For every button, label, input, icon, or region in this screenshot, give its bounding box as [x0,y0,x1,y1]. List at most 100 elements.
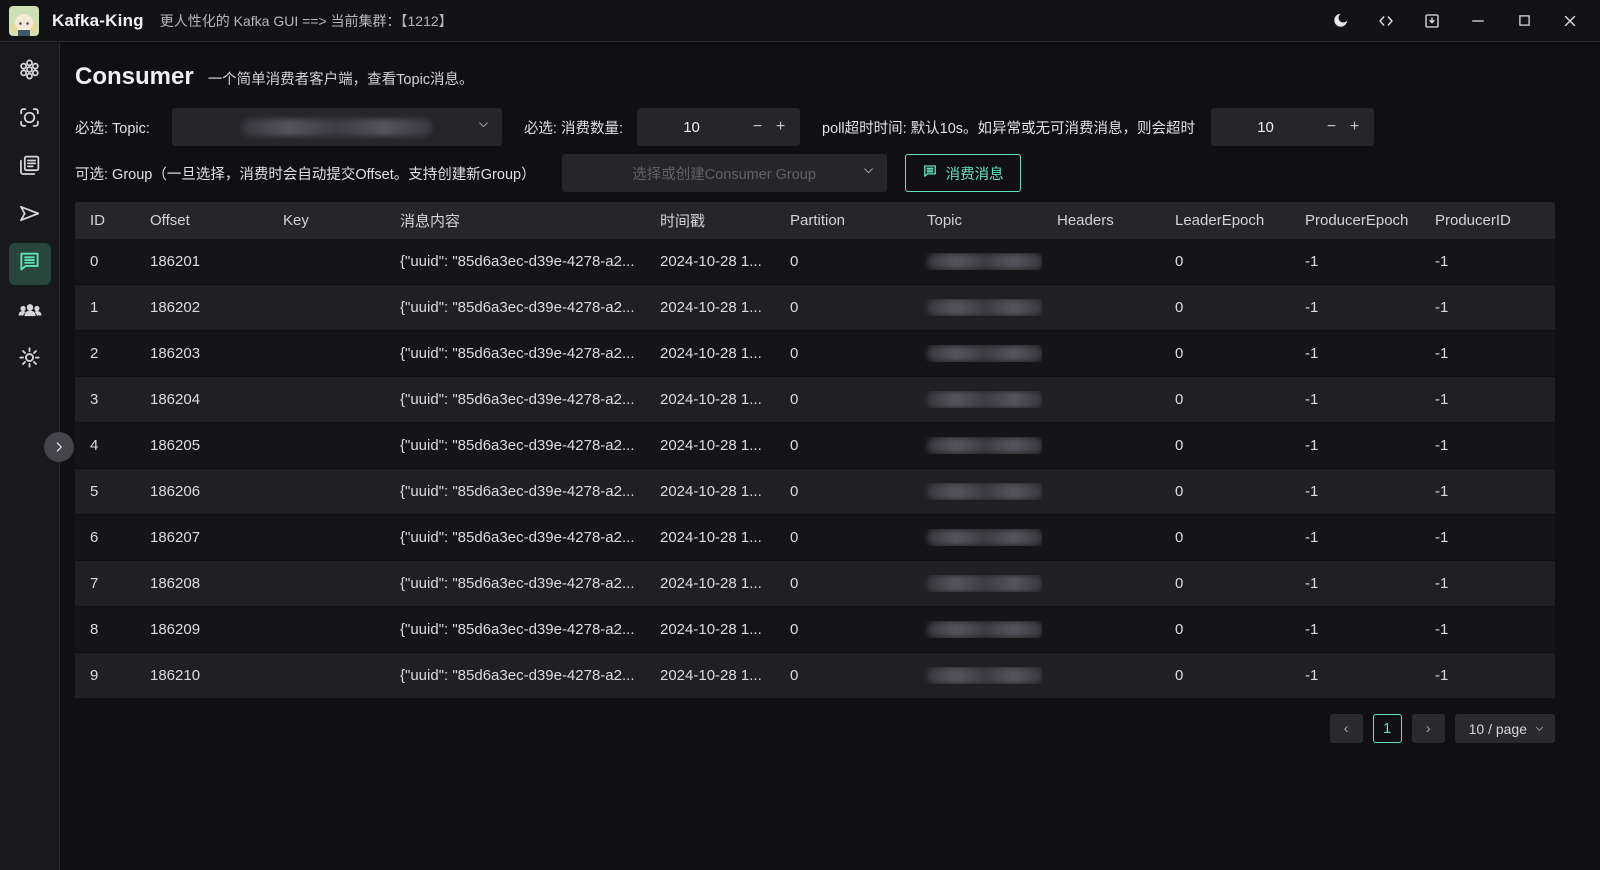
install-download-icon[interactable] [1416,6,1448,36]
cell-offset: 186208 [150,575,201,592]
table-row[interactable]: 1 186202 {"uuid": "85d6a3ec-d39e-4278-a2… [75,285,1555,331]
titlebar-subtitle: 更人性化的 Kafka GUI ==> 当前集群：【1212】 [159,12,453,29]
cell-offset: 186205 [150,437,201,454]
cell-message: {"uuid": "85d6a3ec-d39e-4278-a2... [400,253,635,270]
next-page-button[interactable]: › [1411,714,1445,743]
redacted-topic-value [927,299,1042,316]
plus-button[interactable]: + [775,118,786,135]
sidebar-item-topics[interactable] [9,147,51,189]
col-producer-epoch: ProducerEpoch [1305,212,1409,229]
cell-message: {"uuid": "85d6a3ec-d39e-4278-a2... [400,345,635,362]
cell-timestamp: 2024-10-28 1... [660,621,762,638]
cell-producer-epoch: -1 [1305,483,1319,500]
quantity-value[interactable]: 10 [683,118,700,136]
redacted-topic-value [241,118,432,136]
page-size-select[interactable]: 10 / page [1454,714,1555,743]
cell-partition: 0 [790,529,799,546]
consumer-form-row-1: 必选: Topic: 必选: 消费数量: 10 − + poll超时时间: 默认… [75,108,1600,146]
cell-id: 9 [90,667,99,684]
group-placeholder: 选择或创建Consumer Group [632,166,816,183]
hive-icon [17,57,42,87]
cell-offset: 186203 [150,345,201,362]
topic-select[interactable] [171,108,502,146]
sidebar-expand-button[interactable] [44,432,74,462]
table-row[interactable]: 5 186206 {"uuid": "85d6a3ec-d39e-4278-a2… [75,469,1555,515]
cell-message: {"uuid": "85d6a3ec-d39e-4278-a2... [400,529,635,546]
cell-leader-epoch: 0 [1175,253,1184,270]
cell-offset: 186201 [150,253,201,270]
sidebar-item-producer[interactable] [9,195,51,237]
col-producer-id: ProducerID [1435,212,1511,229]
code-icon[interactable] [1370,6,1402,36]
poll-timeout-value[interactable]: 10 [1257,118,1274,136]
redacted-topic-value [927,667,1042,684]
scan-icon [17,105,42,135]
sidebar-item-cluster[interactable] [9,51,51,93]
redacted-topic-value [927,345,1042,362]
cell-id: 7 [90,575,99,592]
cell-message: {"uuid": "85d6a3ec-d39e-4278-a2... [400,437,635,454]
table-header-row: ID Offset Key 消息内容 时间戳 Partition Topic H… [75,202,1555,239]
cell-id: 2 [90,345,99,362]
close-icon[interactable] [1554,6,1586,36]
chevron-down-icon [862,164,875,182]
maximize-icon[interactable] [1508,6,1540,36]
cell-producer-epoch: -1 [1305,345,1319,362]
col-key: Key [283,212,309,229]
page-size-value: 10 / page [1468,720,1527,737]
current-page[interactable]: 1 [1372,714,1402,743]
cell-partition: 0 [790,667,799,684]
table-row[interactable]: 2 186203 {"uuid": "85d6a3ec-d39e-4278-a2… [75,331,1555,377]
consumer-group-select[interactable]: 选择或创建Consumer Group [561,154,887,192]
cell-producer-epoch: -1 [1305,253,1319,270]
cell-offset: 186202 [150,299,201,316]
table-row[interactable]: 4 186205 {"uuid": "85d6a3ec-d39e-4278-a2… [75,423,1555,469]
cell-topic: ... [912,483,1042,500]
cell-message: {"uuid": "85d6a3ec-d39e-4278-a2... [400,667,635,684]
poll-timeout-stepper[interactable]: 10 − + [1211,108,1375,146]
minus-button[interactable]: − [1326,118,1337,135]
people-icon [17,297,43,328]
chevron-down-icon [477,118,490,136]
cell-leader-epoch: 0 [1175,575,1184,592]
sidebar-item-monitor[interactable] [9,99,51,141]
page-title: Consumer [75,63,194,90]
cell-producer-id: -1 [1435,529,1449,546]
copy-docs-icon [17,153,42,183]
cell-producer-id: -1 [1435,621,1449,638]
quantity-stepper[interactable]: 10 − + [637,108,801,146]
sidebar-item-consumer[interactable] [8,243,51,285]
minus-button[interactable]: − [752,118,763,135]
table-row[interactable]: 8 186209 {"uuid": "85d6a3ec-d39e-4278-a2… [75,607,1555,653]
cell-offset: 186210 [150,667,201,684]
sidebar-item-settings[interactable] [9,339,51,381]
titlebar: Kafka-King 更人性化的 Kafka GUI ==> 当前集群：【121… [0,0,1600,42]
cell-partition: 0 [790,299,799,316]
cell-partition: 0 [790,345,799,362]
cell-producer-id: -1 [1435,299,1449,316]
table-row[interactable]: 3 186204 {"uuid": "85d6a3ec-d39e-4278-a2… [75,377,1555,423]
table-row[interactable]: 6 186207 {"uuid": "85d6a3ec-d39e-4278-a2… [75,515,1555,561]
sidebar-item-groups[interactable] [9,291,51,333]
cell-offset: 186204 [150,391,201,408]
redacted-topic-value [927,621,1042,638]
prev-page-button[interactable]: ‹ [1329,714,1363,743]
dark-mode-moon-icon[interactable] [1324,6,1356,36]
group-label: 可选: Group（一旦选择，消费时会自动提交Offset。支持创建新Group… [75,166,536,183]
redacted-topic-value [927,483,1042,500]
cell-offset: 186206 [150,483,201,500]
table-row[interactable]: 9 186210 {"uuid": "85d6a3ec-d39e-4278-a2… [75,653,1555,699]
cell-partition: 0 [790,391,799,408]
cell-id: 8 [90,621,99,638]
cell-timestamp: 2024-10-28 1... [660,667,762,684]
plus-button[interactable]: + [1349,118,1360,135]
table-row[interactable]: 0 186201 {"uuid": "85d6a3ec-d39e-4278-a2… [75,239,1555,285]
cell-leader-epoch: 0 [1175,437,1184,454]
cell-leader-epoch: 0 [1175,345,1184,362]
cell-producer-epoch: -1 [1305,621,1319,638]
cell-leader-epoch: 0 [1175,483,1184,500]
consume-messages-button[interactable]: 消费消息 [904,154,1021,192]
minimize-icon[interactable] [1462,6,1494,36]
table-row[interactable]: 7 186208 {"uuid": "85d6a3ec-d39e-4278-a2… [75,561,1555,607]
cell-topic: h... [912,391,1042,408]
